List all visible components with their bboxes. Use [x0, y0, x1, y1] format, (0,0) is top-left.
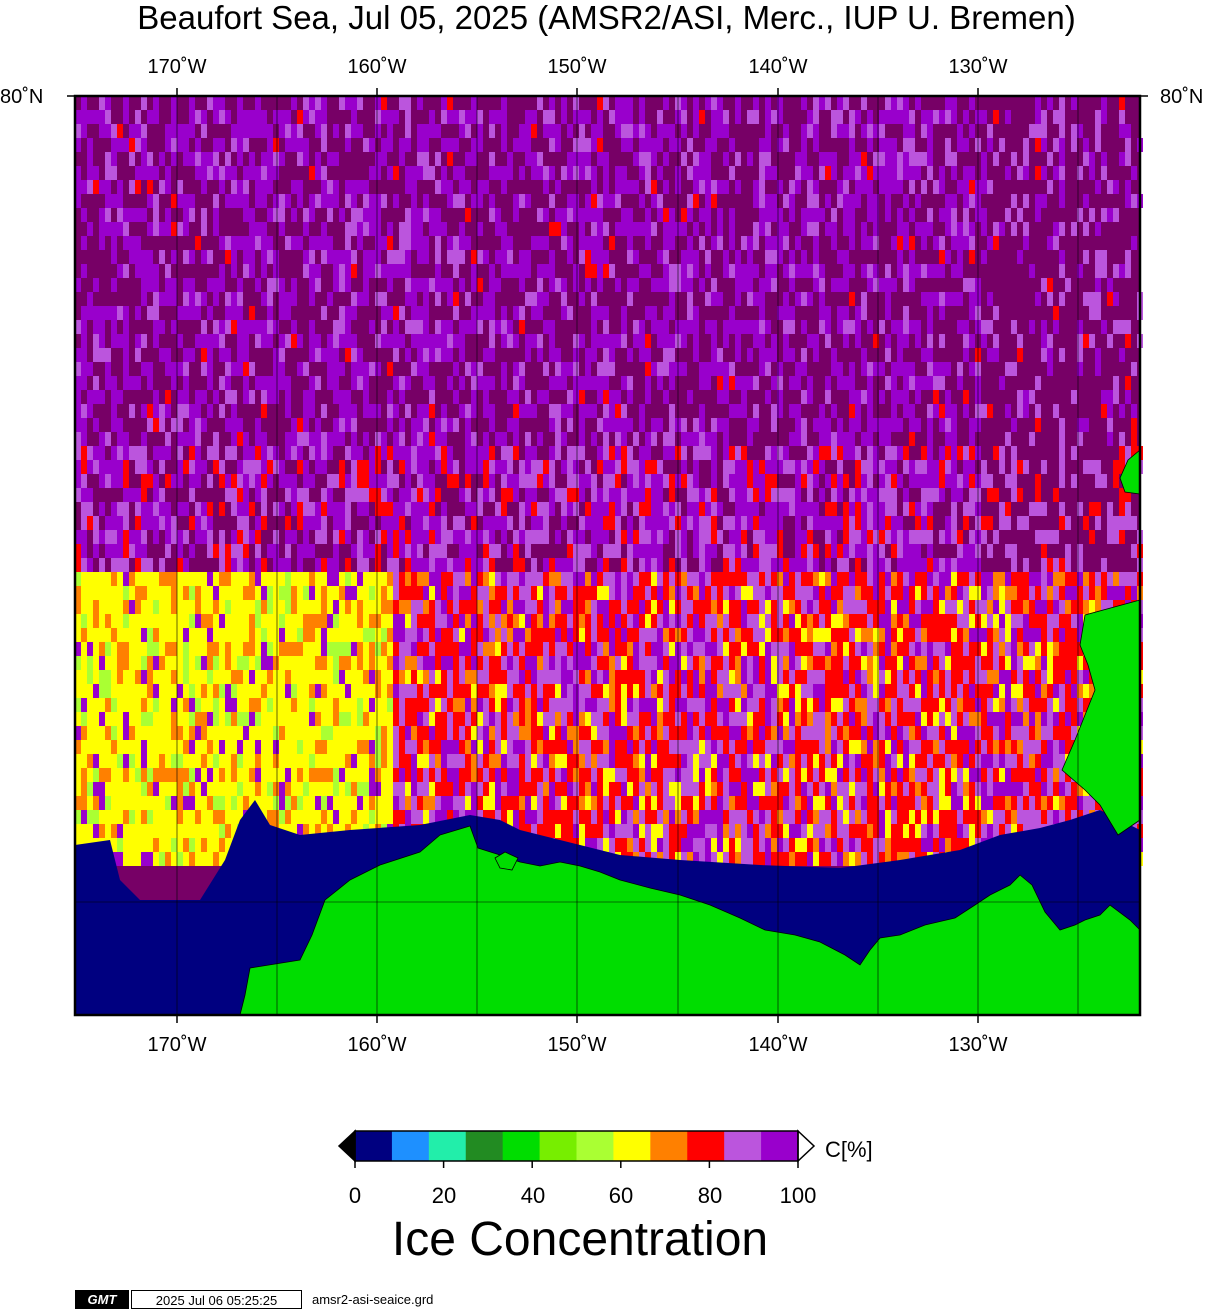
colorbar-tick-60: 60	[608, 1183, 634, 1208]
colorbar-title: Ice Concentration	[391, 1213, 769, 1266]
grid-filename: amsr2-asi-seaice.grd	[312, 1292, 434, 1307]
colorbar-swatch	[428, 1131, 467, 1161]
colorbar-swatch	[355, 1131, 393, 1161]
land-alaska	[239, 825, 1141, 1016]
colorbar-swatch	[502, 1131, 541, 1161]
map-frame	[73, 94, 1142, 1017]
lon-label-top-170w: 170˚W	[147, 56, 207, 78]
colorbar-swatch	[539, 1131, 577, 1161]
colorbar-over-triangle	[797, 1129, 816, 1163]
lon-label-bottom-130w: 130˚W	[948, 1034, 1008, 1056]
colorbar-tick-40: 40	[520, 1183, 546, 1208]
lon-label-bottom-150w: 150˚W	[547, 1034, 607, 1056]
land	[239, 449, 1141, 1016]
lon-label-top-150w: 150˚W	[547, 56, 607, 78]
colorbar-tick-20: 20	[431, 1183, 457, 1208]
graticule	[75, 96, 1140, 1015]
colorbar-under-triangle	[337, 1129, 356, 1163]
colorbar-swatch	[687, 1131, 725, 1161]
colorbar-swatch	[613, 1131, 651, 1161]
colorbar	[337, 1129, 816, 1168]
colorbar-swatch	[391, 1131, 430, 1161]
colorbar-swatch	[761, 1131, 799, 1161]
colorbar-swatch	[724, 1131, 762, 1161]
lon-label-bottom-160w: 160˚W	[347, 1034, 407, 1056]
lon-label-top-130w: 130˚W	[948, 56, 1008, 78]
colorbar-swatch	[465, 1131, 504, 1161]
colorbar-tick-0: 0	[348, 1183, 362, 1208]
colorbar-swatch	[576, 1131, 614, 1161]
gmt-logo: GMT	[75, 1290, 129, 1309]
colorbar-frame	[354, 1130, 799, 1162]
lon-label-bottom-170w: 170˚W	[147, 1034, 207, 1056]
map-title: Beaufort Sea, Jul 05, 2025 (AMSR2/ASI, M…	[137, 0, 1076, 36]
land-small-island	[494, 851, 519, 871]
lat-label-left-80n: 80˚N	[0, 86, 44, 108]
land-yukon-coast	[1061, 599, 1141, 836]
lon-label-bottom-140w: 140˚W	[748, 1034, 808, 1056]
lat-label-right-80n: 80˚N	[1160, 86, 1204, 108]
frame-ticks	[67, 88, 1148, 1023]
lon-label-top-140w: 140˚W	[748, 56, 808, 78]
colorbar-tick-100: 100	[779, 1183, 817, 1208]
colorbar-tick-80: 80	[697, 1183, 723, 1208]
colorbar-unit: C[%]	[825, 1137, 873, 1162]
timestamp-box: 2025 Jul 06 05:25:25	[131, 1290, 302, 1309]
colorbar-swatch	[650, 1131, 688, 1161]
lon-label-top-160w: 160˚W	[347, 56, 407, 78]
